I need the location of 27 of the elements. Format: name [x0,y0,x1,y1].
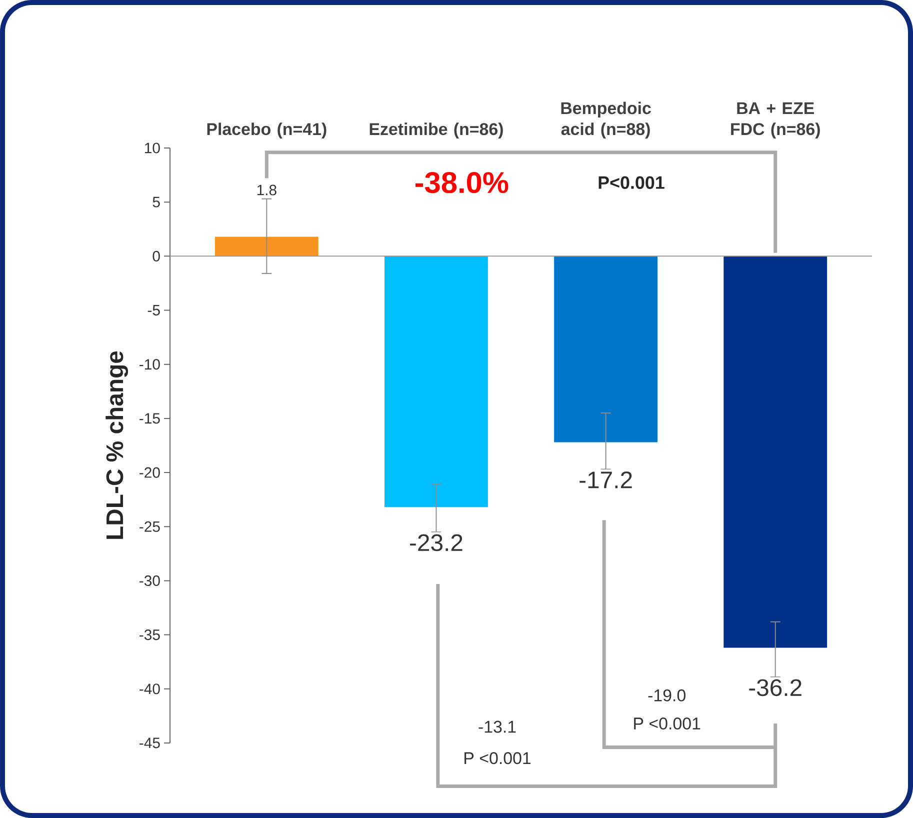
y-tick-label: 5 [152,196,160,208]
y-tick-label: -45 [140,738,160,748]
data-label: -36.2 [749,679,802,696]
y-tick-label: -20 [140,467,160,478]
annotation: P <0.001 [634,718,700,730]
y-tick-label: -10 [140,359,160,370]
x-tick-label: Bempedoic acid (n=88) [561,102,651,138]
y-tick-label: -25 [140,521,160,532]
x-tick-label: Ezetimibe (n=86) [370,122,503,138]
y-tick-label: -5 [148,305,160,316]
y-tick-label: 10 [145,142,160,154]
text: P <0.001 [464,752,531,764]
y-tick-label: -15 [140,413,160,424]
y-tick-label: -40 [140,684,160,694]
annotation: -13.1 [478,720,516,733]
annotation: -38.0% [415,172,508,194]
x-tick-label: BA + EZE FDC (n=86) [731,102,820,138]
y-tick-label: 0 [152,250,160,262]
y-axis-title: LDL-C % change [106,351,128,539]
data-label: -17.2 [580,471,632,488]
annotation: P<0.001 [598,176,664,189]
x-tick-label: Placebo (n=41) [207,122,326,138]
data-label: 1.8 [257,184,276,196]
annotation: -19.0 [648,689,686,702]
data-label: -23.2 [410,534,462,552]
y-tick-label: -35 [140,630,160,640]
y-tick-label: -30 [140,575,160,586]
